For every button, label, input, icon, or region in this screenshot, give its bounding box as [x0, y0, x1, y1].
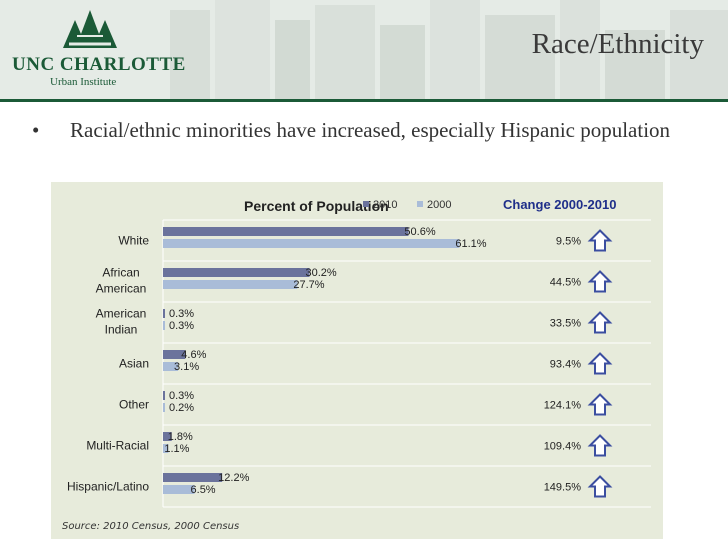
bar-2010	[163, 268, 310, 277]
bar-2000	[163, 403, 165, 412]
legend-swatch	[363, 201, 369, 207]
bullet-text: Racial/ethnic minorities have increased,…	[70, 118, 671, 142]
bar-value-label: 50.6%	[404, 226, 435, 238]
bar-value-label: 30.2%	[305, 267, 336, 279]
up-arrow-icon	[587, 393, 613, 416]
category-label: Multi-Racial	[86, 439, 149, 453]
legend-label: 2010	[373, 199, 397, 211]
up-arrow-icon	[587, 475, 613, 498]
category-label: African	[102, 266, 139, 280]
bar-value-label: 0.3%	[169, 390, 194, 402]
category-label: Other	[119, 398, 149, 412]
bar-2000	[163, 444, 169, 453]
bar-value-label: 61.1%	[455, 238, 486, 250]
bar-2010	[163, 309, 165, 318]
category-label: Indian	[105, 323, 138, 337]
bar-2000	[163, 485, 195, 494]
logo-subtitle: Urban Institute	[50, 76, 117, 88]
legend-label: 2000	[427, 199, 451, 211]
bar-value-label: 0.2%	[169, 402, 194, 414]
change-value: 44.5%	[550, 277, 581, 289]
bar-value-label: 27.7%	[293, 279, 324, 291]
up-arrow-icon	[587, 270, 613, 293]
bar-value-label: 6.5%	[191, 484, 216, 496]
bullet-symbol: •	[32, 118, 40, 142]
bar-value-label: 0.3%	[169, 308, 194, 320]
change-value: 9.5%	[556, 236, 581, 248]
bar-value-label: 0.3%	[169, 320, 194, 332]
bar-2000	[163, 239, 460, 248]
bar-2010	[163, 473, 223, 482]
bar-2010	[163, 350, 186, 359]
slide-header: UNC CHARLOTTE Urban Institute Race/Ethni…	[0, 0, 728, 99]
bar-2010	[163, 432, 172, 441]
bar-2000	[163, 280, 298, 289]
bar-value-label: 1.8%	[168, 431, 193, 443]
crown-emblem-icon	[63, 10, 117, 48]
bar-value-label: 1.1%	[164, 443, 189, 455]
up-arrow-icon	[587, 229, 613, 252]
up-arrow-icon	[587, 311, 613, 334]
legend-swatch	[417, 201, 423, 207]
category-label: White	[118, 234, 149, 248]
bar-value-label: 4.6%	[181, 349, 206, 361]
bar-2000	[163, 362, 179, 371]
city-skyline-graphic	[170, 0, 728, 99]
category-label: Hispanic/Latino	[67, 480, 149, 494]
change-value: 124.1%	[544, 400, 582, 412]
up-arrow-icon	[587, 352, 613, 375]
category-label: American	[96, 282, 147, 296]
change-value: 109.4%	[544, 441, 582, 453]
change-value: 33.5%	[550, 318, 581, 330]
change-value: 93.4%	[550, 359, 581, 371]
chart-title: Percent of Population	[244, 198, 389, 214]
chart-panel: Percent of Population 2010 2000 Change 2000…	[51, 182, 663, 539]
header-divider	[0, 99, 728, 102]
up-arrow-icon	[587, 434, 613, 457]
bar-value-label: 12.2%	[218, 472, 249, 484]
logo-wordmark: UNC CHARLOTTE	[12, 54, 186, 75]
bar-value-label: 3.1%	[174, 361, 199, 373]
category-label: American	[96, 307, 147, 321]
bar-2000	[163, 321, 165, 330]
bar-2010	[163, 391, 165, 400]
slide-title: Race/Ethnicity	[531, 28, 704, 60]
change-value: 149.5%	[544, 482, 582, 494]
change-column-title: Change 2000-2010	[503, 197, 616, 212]
category-label: Asian	[119, 357, 149, 371]
bar-2010	[163, 227, 409, 236]
unc-charlotte-logo: UNC CHARLOTTE Urban Institute	[10, 4, 185, 96]
source-note: Source: 2010 Census, 2000 Census	[62, 521, 240, 532]
